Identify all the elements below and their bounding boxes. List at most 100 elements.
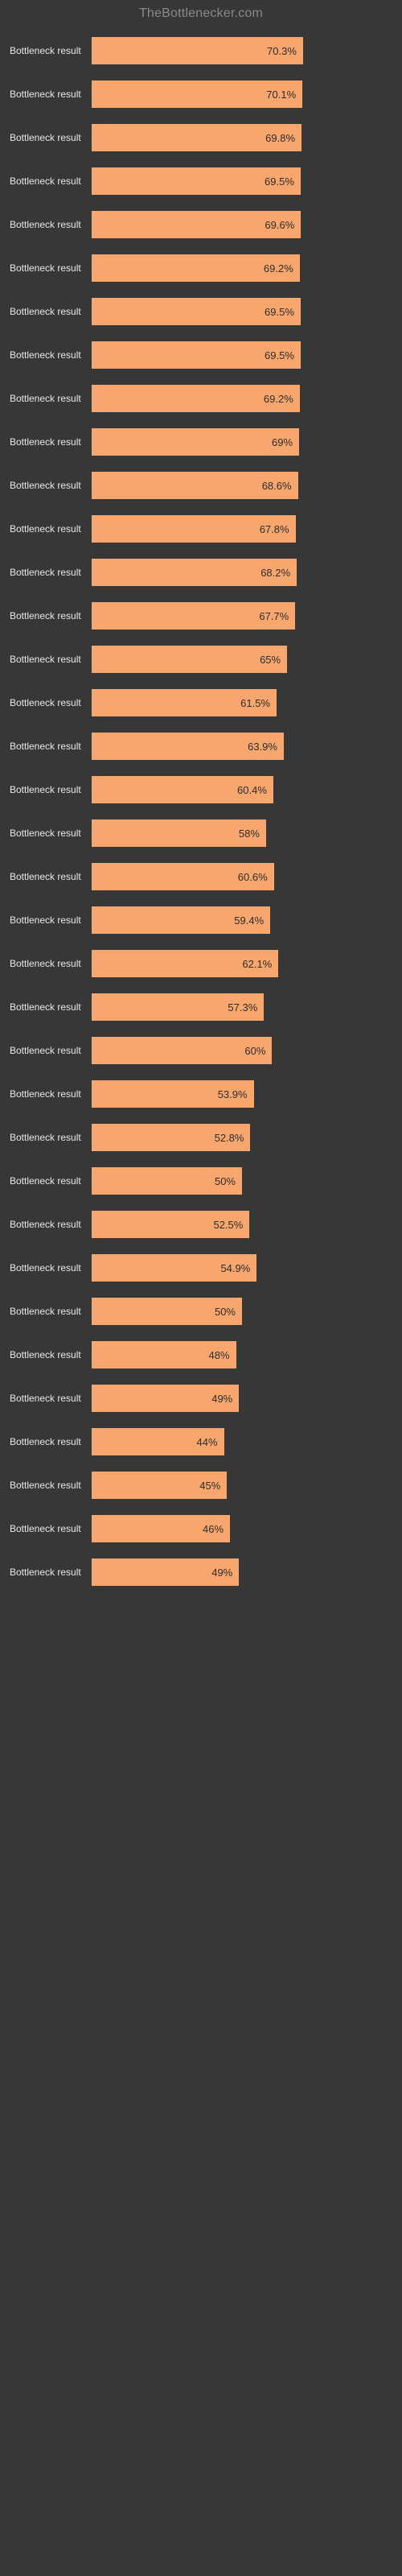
bar-line: Bottleneck result69.5% [10, 167, 392, 195]
chart-row: Bottleneck result49% [10, 1554, 392, 1586]
bar-track: 68.6% [92, 472, 392, 499]
bar-track: 67.7% [92, 602, 392, 630]
bar-percentage: 62.1% [242, 958, 278, 970]
bar-line: Bottleneck result63.9% [10, 733, 392, 760]
bar-line: Bottleneck result 60.4% [10, 776, 392, 803]
result-label: Bottleneck result [10, 219, 92, 230]
result-label: Bottleneck result [10, 1132, 92, 1143]
bar-percentage: 49% [211, 1567, 239, 1579]
result-label: Bottleneck result [10, 480, 92, 491]
result-label: Bottleneck result [10, 567, 92, 578]
result-label: Bottleneck result [10, 1045, 92, 1056]
bar-fill: 67.8% [92, 515, 296, 543]
result-label: Bottleneck result [10, 523, 92, 535]
result-label: Bottleneck result [10, 828, 92, 839]
bar-percentage: 52.5% [213, 1219, 249, 1231]
bar-line: Bottleneck result62.1% [10, 950, 392, 977]
bar-fill: 70.3% [92, 37, 303, 64]
result-label: Bottleneck result [10, 393, 92, 404]
chart-row: Bottleneck result62.1% [10, 945, 392, 977]
bar-line: Bottleneck result70.1% [10, 80, 392, 108]
bar-fill: 57.3% [92, 993, 264, 1021]
result-label: Bottleneck result [10, 1001, 92, 1013]
bar-line: Bottleneck result46% [10, 1515, 392, 1542]
bar-track: 69.5% [92, 298, 392, 325]
bar-fill: 69.5% [92, 167, 301, 195]
chart-row: Bottleneck result68.6% [10, 467, 392, 499]
result-label: Bottleneck result [10, 741, 92, 752]
site-header: TheBottlenecker.com [10, 6, 392, 21]
chart-row: Bottleneck result 60% [10, 1032, 392, 1064]
result-label: Bottleneck result [10, 654, 92, 665]
result-label: Bottleneck result [10, 1436, 92, 1447]
chart-row: Bottleneck result 70.3% [10, 32, 392, 64]
bar-track: 52.8% [92, 1124, 392, 1151]
bar-fill: 44% [92, 1428, 224, 1455]
bar-fill: 69% [92, 428, 299, 456]
bar-fill: 69.2% [92, 254, 300, 282]
bar-line: Bottleneck result69.2% [10, 385, 392, 412]
chart-row: Bottleneck result69.8% [10, 119, 392, 151]
result-label: Bottleneck result [10, 1306, 92, 1317]
bar-line: Bottleneck result60.6% [10, 863, 392, 890]
bar-percentage: 70.3% [267, 45, 303, 57]
chart-row: Bottleneck result61.5% [10, 684, 392, 716]
bottleneck-chart: Bottleneck result 70.3% Bottleneck result7… [10, 32, 392, 1597]
bar-line: Bottleneck result 45% [10, 1472, 392, 1499]
result-label: Bottleneck result [10, 610, 92, 621]
bar-percentage: 44% [197, 1436, 224, 1448]
chart-row: Bottleneck result69% [10, 423, 392, 456]
bar-percentage: 60.4% [237, 784, 273, 796]
bar-line: Bottleneck result52.5% [10, 1211, 392, 1238]
bar-percentage: 58% [239, 828, 266, 840]
bar-fill: 49% [92, 1385, 239, 1412]
result-label: Bottleneck result [10, 1349, 92, 1360]
chart-row: Bottleneck result59.4% [10, 902, 392, 934]
chart-row: Bottleneck result 44% [10, 1423, 392, 1455]
chart-row: Bottleneck result69.6% [10, 206, 392, 238]
bar-percentage: 67.7% [259, 610, 295, 622]
result-label: Bottleneck result [10, 436, 92, 448]
bar-fill: 45% [92, 1472, 227, 1499]
bar-track: 54.9% [92, 1254, 392, 1282]
bar-fill: 52.5% [92, 1211, 249, 1238]
bar-track: 52.5% [92, 1211, 392, 1238]
result-label: Bottleneck result [10, 1262, 92, 1274]
result-label: Bottleneck result [10, 262, 92, 274]
bar-fill: 63.9% [92, 733, 284, 760]
bar-fill: 65% [92, 646, 287, 673]
bar-line: Bottleneck result50% [10, 1298, 392, 1325]
bar-track: 53.9% [92, 1080, 392, 1108]
bar-fill: 58% [92, 819, 266, 847]
bar-track: 49% [92, 1558, 392, 1586]
bar-percentage: 49% [211, 1393, 239, 1405]
chart-row: Bottleneck result63.9% [10, 728, 392, 760]
bar-track: 70.3% [92, 37, 392, 64]
bar-track: 60% [92, 1037, 392, 1064]
bar-track: 69.2% [92, 254, 392, 282]
result-label: Bottleneck result [10, 45, 92, 56]
bar-track: 50% [92, 1298, 392, 1325]
chart-row: Bottleneck result 60.4% [10, 771, 392, 803]
bar-track: 61.5% [92, 689, 392, 716]
result-label: Bottleneck result [10, 697, 92, 708]
result-label: Bottleneck result [10, 871, 92, 882]
bar-line: Bottleneck result57.3% [10, 993, 392, 1021]
bar-line: Bottleneck result49% [10, 1558, 392, 1586]
bar-line: Bottleneck result48% [10, 1341, 392, 1368]
bar-line: Bottleneck result54.9% [10, 1254, 392, 1282]
result-label: Bottleneck result [10, 784, 92, 795]
bar-percentage: 45% [199, 1480, 227, 1492]
bar-percentage: 69.8% [265, 132, 302, 144]
bar-fill: 69.6% [92, 211, 301, 238]
bar-percentage: 69.5% [265, 306, 301, 318]
bar-line: Bottleneck result65% [10, 646, 392, 673]
bar-percentage: 69.2% [264, 262, 300, 275]
chart-row: Bottleneck result 45% [10, 1467, 392, 1499]
result-label: Bottleneck result [10, 1480, 92, 1491]
bar-percentage: 60% [244, 1045, 272, 1057]
bar-fill: 46% [92, 1515, 230, 1542]
chart-row: Bottleneck result50% [10, 1293, 392, 1325]
bar-track: 69.5% [92, 341, 392, 369]
chart-row: Bottleneck result67.8% [10, 510, 392, 543]
